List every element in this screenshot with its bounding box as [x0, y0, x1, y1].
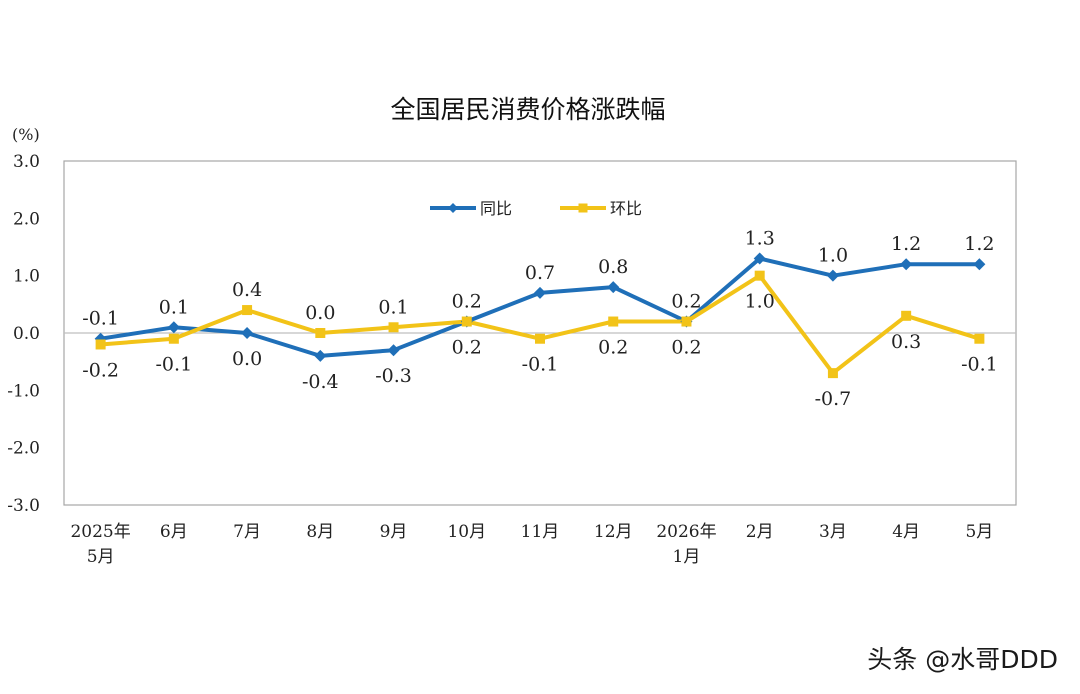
x-tick-label: 8月 [306, 522, 334, 542]
data-label: 0.1 [378, 296, 408, 318]
data-labels: -0.1 -0.2 0.1 -0.1 0.0 0.4 -0.4 0.0 -0.3 0.1 0.2 0.… [82, 227, 997, 410]
series-point [607, 281, 620, 294]
x-tick-label: 11月 [521, 522, 560, 542]
series-point [974, 333, 985, 344]
legend-label: 环比 [610, 199, 642, 218]
series-point [241, 327, 254, 339]
data-label: 0.1 [159, 296, 189, 318]
series-point [95, 339, 106, 350]
data-label: 1.2 [891, 233, 921, 255]
series-point [535, 333, 545, 344]
series-point [681, 316, 692, 327]
data-label: 0.2 [598, 337, 628, 359]
series-point [753, 252, 766, 265]
x-tick-label: 7月 [233, 522, 261, 542]
chart-title: 全国居民消费价格涨跌幅 [390, 95, 665, 124]
x-tick-label: 2026年 [656, 522, 716, 542]
y-axis: 3.0 2.0 1.0 0.0 -1.0 -2.0 -3.0 [7, 152, 1016, 516]
data-label: 0.2 [671, 291, 701, 313]
data-label: 0.7 [525, 262, 555, 284]
watermark: 头条 @水哥DDD [867, 645, 1058, 674]
data-label: -0.1 [522, 354, 559, 376]
x-tick-label: 5月 [87, 547, 115, 567]
data-label: 0.2 [452, 337, 482, 359]
data-label: -0.2 [82, 359, 119, 381]
data-label: 0.2 [452, 291, 482, 313]
x-tick-label: 10月 [447, 522, 486, 542]
legend: 同比 环比 [430, 199, 642, 218]
x-tick-label: 5月 [965, 522, 993, 542]
data-label: -0.1 [961, 354, 998, 376]
x-tick-label: 4月 [892, 522, 920, 542]
series-point [314, 349, 327, 362]
y-tick-label: 3.0 [13, 152, 40, 172]
series-point [973, 258, 986, 271]
legend-marker [578, 203, 588, 213]
series-point [901, 310, 912, 321]
data-label: 1.0 [818, 245, 848, 267]
series-point [388, 322, 399, 333]
series-point [827, 368, 838, 379]
data-label: 1.3 [745, 227, 775, 249]
y-tick-label: 0.0 [13, 324, 40, 344]
series-point [534, 286, 546, 299]
x-tick-label: 2025年 [70, 522, 130, 542]
y-axis-unit: (%) [12, 125, 40, 144]
legend-label: 同比 [480, 199, 512, 218]
legend-marker [448, 203, 458, 213]
series-point [242, 305, 253, 316]
y-tick-label: -1.0 [7, 381, 40, 401]
x-axis: 2025年 5月 6月 7月 8月 9月 10月 11月 12月 2026年 1月 2月 3月 4月 5月 [70, 522, 993, 567]
data-label: -0.3 [375, 365, 412, 387]
series-point [754, 270, 765, 281]
y-tick-label: 2.0 [13, 209, 40, 229]
y-tick-label: -2.0 [7, 439, 40, 459]
x-tick-label: 9月 [380, 522, 408, 542]
series-point [387, 344, 400, 357]
x-tick-label: 6月 [160, 522, 188, 542]
series-point [461, 316, 472, 327]
series-point [168, 333, 179, 344]
data-label: 0.2 [671, 337, 701, 359]
x-tick-label: 2月 [746, 522, 774, 542]
y-tick-label: 1.0 [13, 267, 40, 287]
y-tick-label: -3.0 [7, 496, 40, 516]
data-label: 0.3 [891, 331, 921, 353]
data-label: 0.8 [598, 256, 628, 278]
data-label: 0.0 [232, 348, 262, 370]
data-label: 0.0 [305, 302, 335, 324]
series-layer [94, 252, 986, 379]
x-tick-label: 12月 [594, 522, 633, 542]
data-label: 1.2 [964, 233, 994, 255]
data-label: -0.1 [156, 354, 193, 376]
series-point [315, 328, 326, 338]
data-label: -0.7 [815, 388, 852, 410]
data-label: 1.0 [745, 291, 775, 313]
series-point [608, 316, 619, 327]
data-label: -0.1 [82, 308, 119, 330]
data-label: -0.4 [302, 371, 339, 393]
data-label: 0.4 [232, 279, 262, 301]
series-point [826, 269, 839, 282]
x-tick-label: 1月 [673, 547, 701, 567]
series-point [900, 258, 913, 271]
x-tick-label: 3月 [819, 522, 847, 542]
series-point [167, 321, 180, 334]
